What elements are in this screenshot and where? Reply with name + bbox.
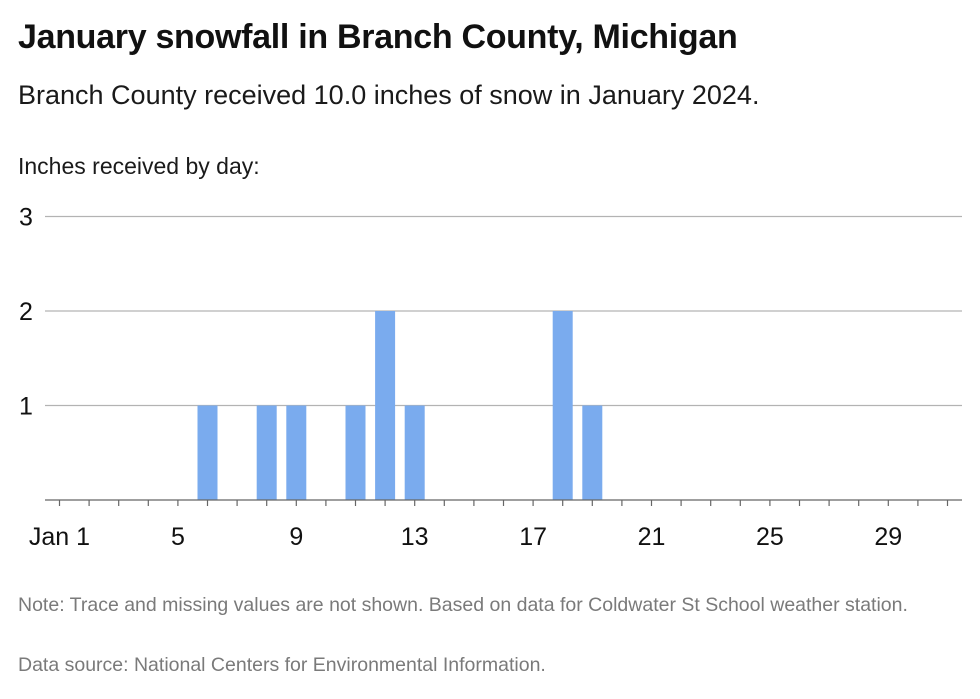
x-tick-label: 29: [874, 523, 902, 551]
chart-title: January snowfall in Branch County, Michi…: [18, 18, 738, 56]
y-axis-label: Inches received by day:: [18, 153, 260, 179]
x-tick-label: 13: [401, 523, 429, 551]
bar-jan-13: [404, 405, 425, 500]
x-tick-label: 9: [289, 523, 303, 551]
snowfall-bar-chart: 1 2 3 Jan 1 5 9 13 17 21 25 29: [19, 204, 962, 551]
bar-jan-12: [375, 311, 396, 500]
y-tick-label: 2: [19, 298, 33, 326]
chart-subtitle: Branch County received 10.0 inches of sn…: [18, 80, 760, 110]
y-tick-label: 3: [19, 204, 33, 232]
bar-jan-8: [256, 405, 277, 500]
x-tick-label: Jan 1: [29, 523, 90, 551]
x-tick-label: 21: [638, 523, 666, 551]
bar-jan-18: [552, 311, 573, 500]
bar-jan-19: [582, 405, 603, 500]
x-tick-label: 17: [519, 523, 547, 551]
bar-jan-9: [286, 405, 307, 500]
bar-jan-6: [197, 405, 218, 500]
x-tick-label: 25: [756, 523, 784, 551]
chart-note: Note: Trace and missing values are not s…: [18, 594, 908, 616]
bar-jan-11: [345, 405, 366, 500]
y-tick-label: 1: [19, 393, 33, 421]
data-source: Data source: National Centers for Enviro…: [18, 654, 546, 676]
x-tick-label: 5: [171, 523, 185, 551]
